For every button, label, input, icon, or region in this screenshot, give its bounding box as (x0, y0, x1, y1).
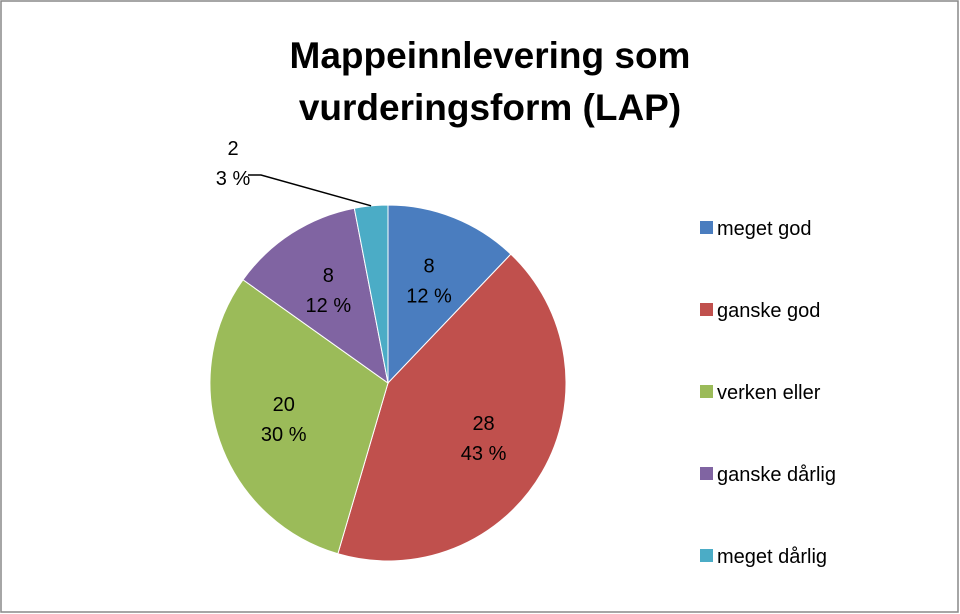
data-label-value: 20 (273, 394, 295, 416)
data-label-value: 28 (472, 413, 494, 435)
legend-swatch (700, 221, 713, 234)
legend-label: ganske god (717, 300, 820, 322)
legend-label: meget god (717, 218, 812, 240)
data-label-percent: 30 % (261, 424, 307, 446)
data-label-percent: 12 % (406, 286, 452, 308)
chart-title: Mappeinnlevering som vurderingsform (LAP… (289, 35, 691, 128)
data-label-percent: 12 % (306, 295, 352, 317)
legend-swatch (700, 303, 713, 316)
pie-slice (242, 207, 389, 385)
data-label-percent: 3 % (216, 168, 251, 190)
legend-label: ganske dårlig (717, 464, 836, 486)
legend-swatch (700, 385, 713, 398)
data-label-percent: 43 % (461, 443, 507, 465)
data-label-value: 2 (227, 138, 238, 160)
leader-line (248, 174, 372, 207)
pie-slice (209, 279, 389, 555)
legend-label: meget dårlig (717, 546, 827, 568)
legend-label: verken eller (717, 382, 821, 404)
legend-swatch (700, 549, 713, 562)
data-label-value: 8 (323, 265, 334, 287)
legend-swatch (700, 467, 713, 480)
data-label-value: 8 (423, 256, 434, 278)
pie-slice (337, 253, 567, 562)
pie-slice (387, 204, 512, 385)
